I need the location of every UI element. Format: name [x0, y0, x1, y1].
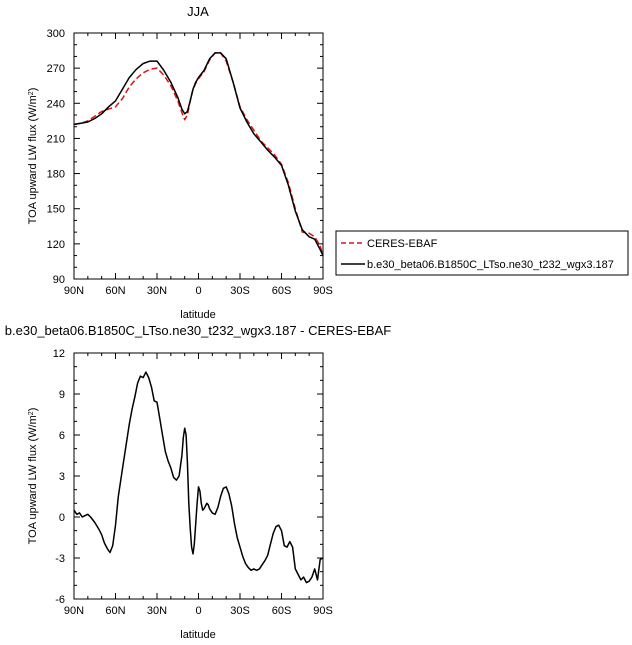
y-tick-label: 240	[47, 98, 65, 110]
bottom-y-tick-labels: -6 -3 0 3 6 9 12	[53, 348, 65, 606]
bottom-tick-marks	[73, 352, 324, 600]
y-tick-label: 180	[47, 169, 65, 181]
top-chart: JJA 90N 60N 30N 0 30S 60S 90S 90 120 150 180 210 24…	[27, 4, 629, 321]
x-tick-label: 90S	[313, 285, 333, 297]
bottom-x-tick-labels: 90N 60N 30N 0 30S 60S 90S	[64, 605, 333, 617]
x-tick-label: 60S	[272, 605, 292, 617]
top-x-tick-labels: 90N 60N 30N 0 30S 60S 90S	[64, 285, 333, 297]
x-tick-label: 0	[195, 285, 201, 297]
top-chart-title: JJA	[187, 4, 209, 19]
y-tick-label: 300	[47, 28, 65, 40]
bottom-chart-title: b.e30_beta06.B1850C_LTso.ne30_t232_wgx3.…	[5, 323, 391, 338]
x-tick-label: 30S	[230, 285, 250, 297]
y-tick-label: 3	[59, 471, 65, 483]
x-tick-label: 90S	[313, 605, 333, 617]
y-tick-label: 9	[59, 389, 65, 401]
top-series-group	[73, 52, 324, 256]
y-tick-label: 270	[47, 63, 65, 75]
bottom-y-axis-label-close: )	[27, 408, 39, 412]
bottom-y-axis-label: TOA upward LW flux (W/m2)	[27, 408, 39, 545]
bottom-plot-frame	[73, 352, 324, 600]
x-tick-label: 90N	[64, 605, 84, 617]
bottom-chart: b.e30_beta06.B1850C_LTso.ne30_t232_wgx3.…	[5, 323, 391, 641]
x-tick-label: 30N	[147, 285, 167, 297]
top-plot-frame	[73, 32, 324, 280]
top-series-line-0	[73, 52, 324, 256]
y-tick-label: 6	[59, 430, 65, 442]
y-tick-label: 0	[59, 512, 65, 524]
x-tick-label: 30N	[147, 605, 167, 617]
y-tick-label: 12	[53, 348, 65, 360]
top-y-axis-label-sup: 2	[28, 91, 35, 95]
x-tick-label: 90N	[64, 285, 84, 297]
y-tick-label: 90	[53, 274, 65, 286]
y-tick-label: 120	[47, 239, 65, 251]
legend-label-model: b.e30_beta06.B1850C_LTso.ne30_t232_wgx3.…	[367, 259, 614, 271]
top-y-tick-labels: 90 120 150 180 210 240 270 300	[47, 28, 65, 286]
x-tick-label: 0	[195, 605, 201, 617]
bot-series-line-0	[73, 371, 324, 584]
x-tick-label: 60N	[105, 605, 125, 617]
bottom-y-axis-label-sup: 2	[28, 411, 35, 415]
y-tick-label: 150	[47, 204, 65, 216]
y-tick-label: 210	[47, 133, 65, 145]
top-x-axis-label: latitude	[180, 309, 215, 321]
top-tick-marks	[73, 32, 324, 280]
top-y-axis-label-main: TOA upward LW flux (W/m	[27, 95, 39, 224]
legend-label-ceres-ebaf: CERES-EBAF	[367, 238, 438, 250]
top-y-axis-label: TOA upward LW flux (W/m2)	[27, 88, 39, 225]
x-tick-label: 30S	[230, 605, 250, 617]
y-tick-label: -6	[55, 594, 65, 606]
top-y-axis-label-close: )	[27, 88, 39, 92]
top-series-line-1	[73, 52, 324, 256]
bottom-y-axis-label-main: TOA upward LW flux (W/m	[27, 415, 39, 544]
bottom-series-group	[73, 371, 324, 584]
y-tick-label: -3	[55, 553, 65, 565]
legend-box	[335, 230, 629, 276]
x-tick-label: 60S	[272, 285, 292, 297]
bottom-x-axis-label: latitude	[180, 629, 215, 641]
x-tick-label: 60N	[105, 285, 125, 297]
top-legend: CERES-EBAF b.e30_beta06.B1850C_LTso.ne30…	[335, 230, 629, 276]
